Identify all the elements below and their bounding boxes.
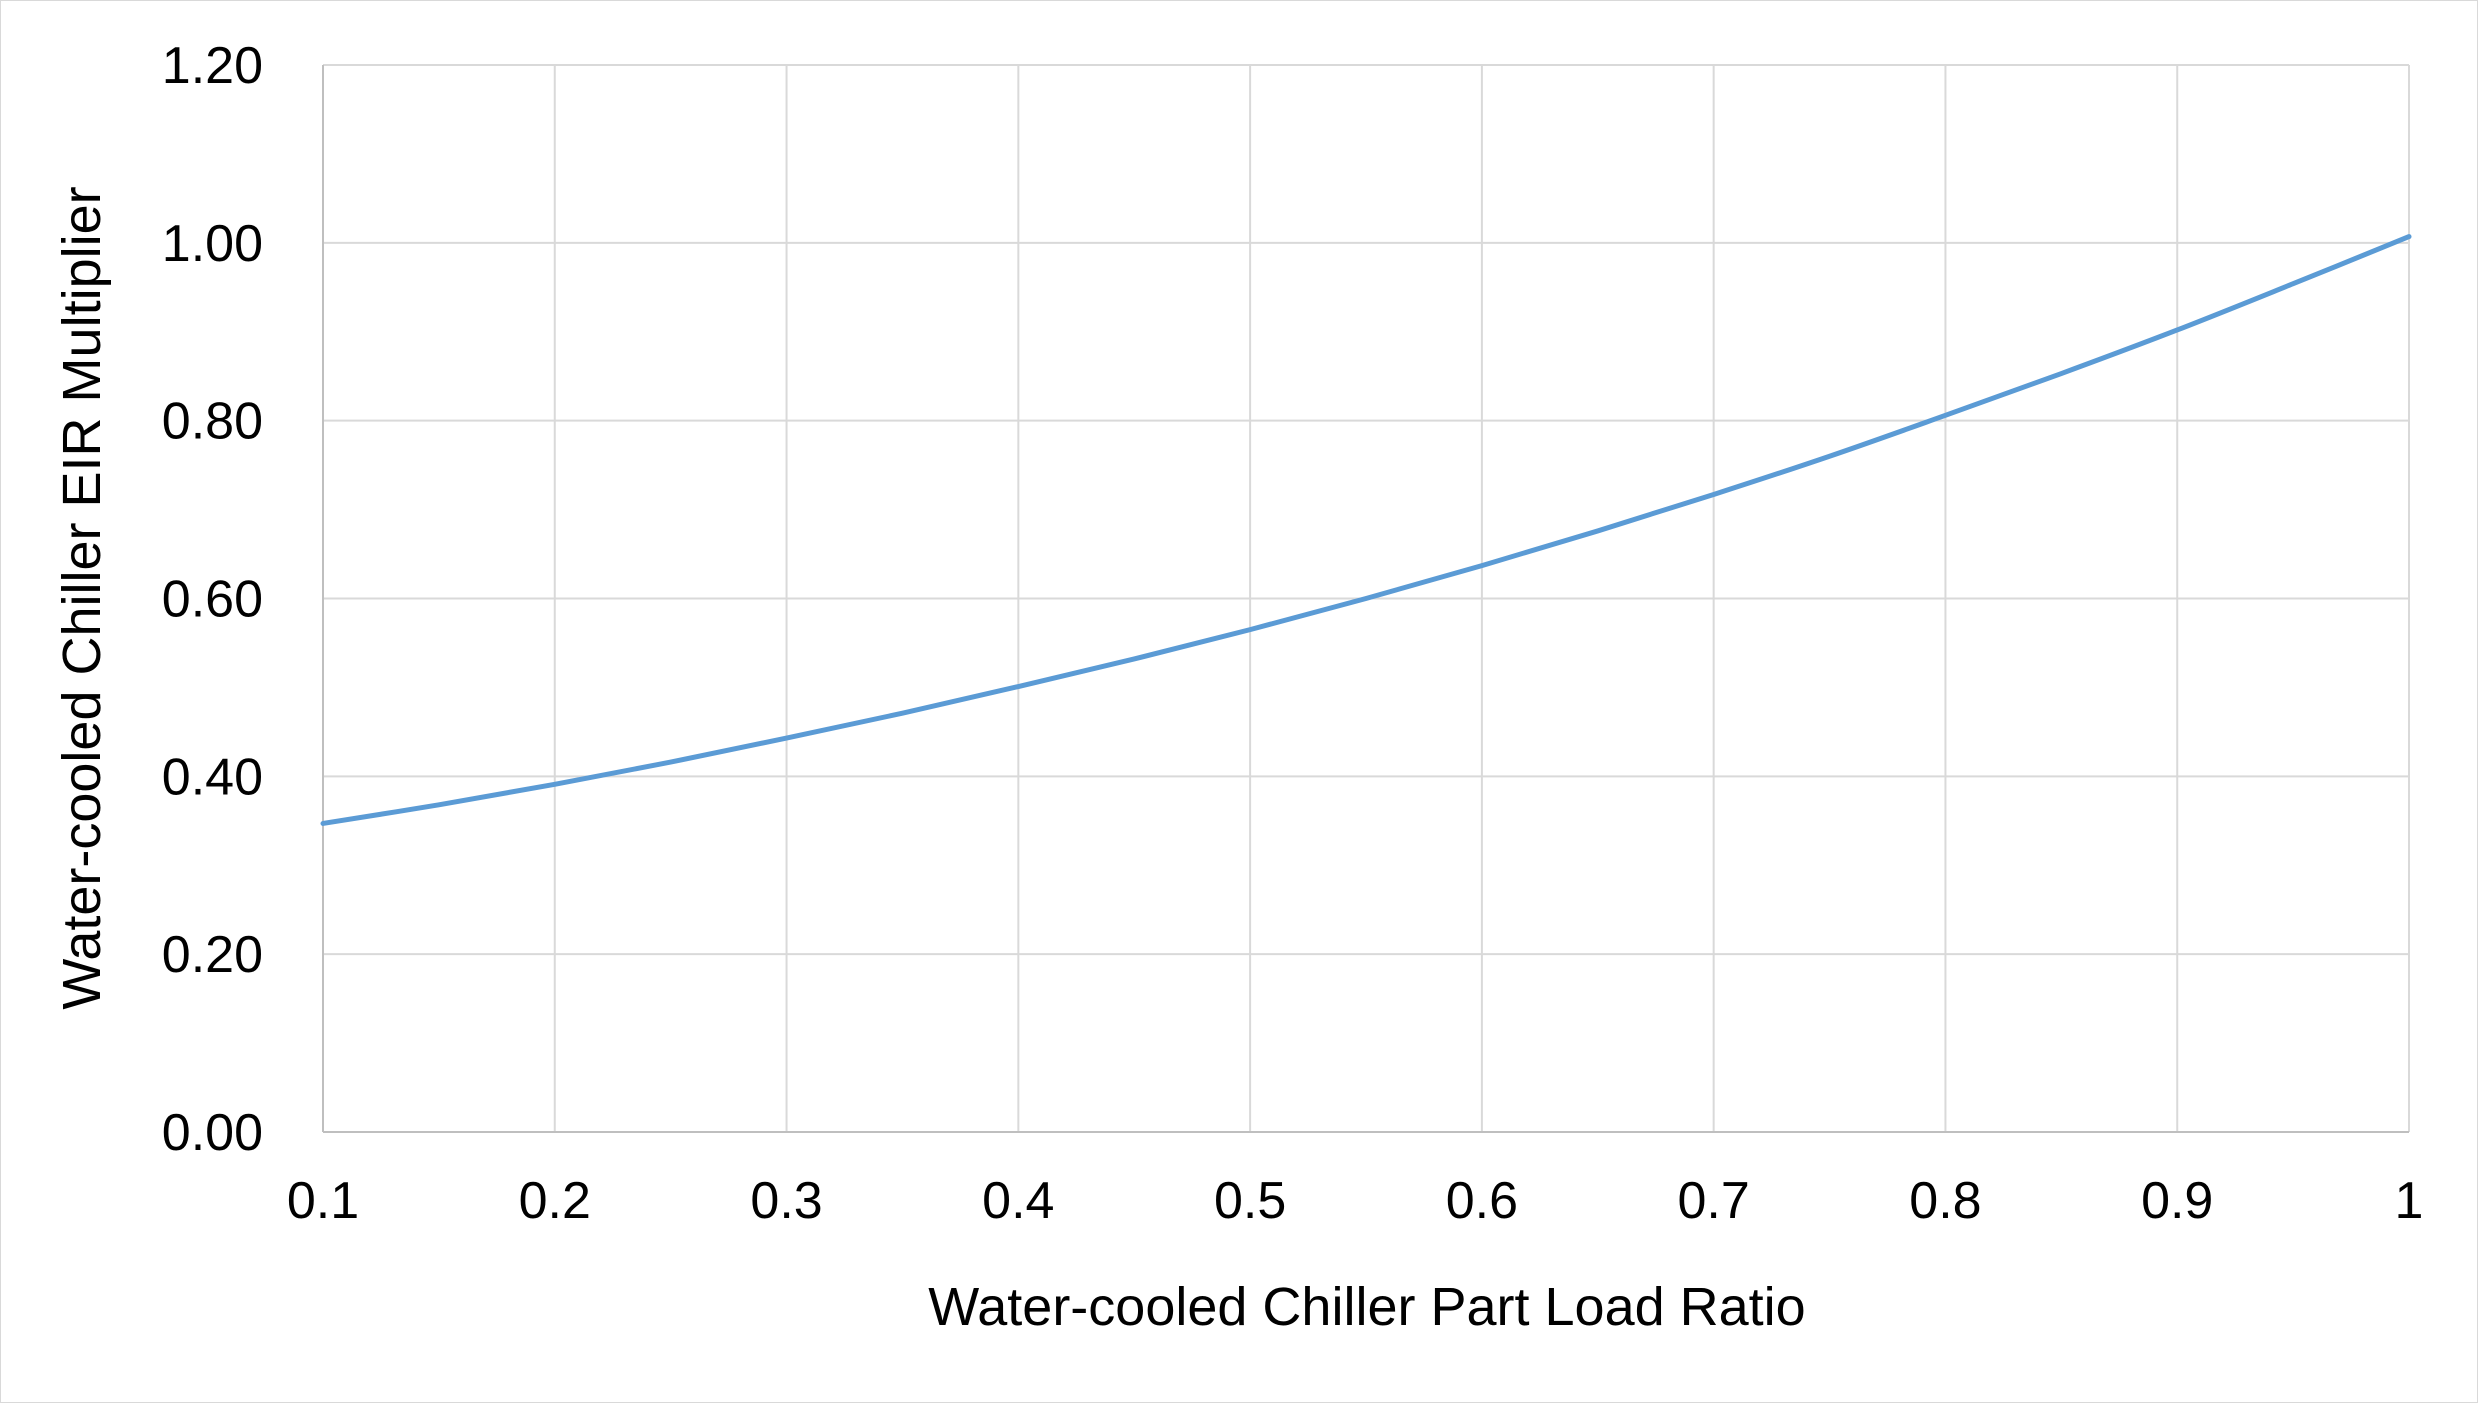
x-axis-title: Water-cooled Chiller Part Load Ratio: [928, 1277, 1805, 1337]
x-tick-label: 0.9: [2141, 1172, 2213, 1230]
x-tick-label: 0.5: [1214, 1172, 1286, 1230]
eir-multiplier-series-line: [320, 234, 2412, 826]
y-axis-title: Water-cooled Chiller EIR Multiplier: [52, 186, 112, 1009]
y-tick-label: 0.40: [162, 748, 263, 806]
gridlines: [323, 64, 2410, 1132]
axes: [322, 65, 2409, 1133]
y-tick-label: 1.20: [162, 37, 263, 95]
x-tick-label: 0.3: [750, 1172, 822, 1230]
series-layer: [320, 234, 2412, 826]
x-tick-label: 0.2: [519, 1172, 591, 1230]
x-tick-label: 1: [2395, 1172, 2424, 1230]
x-tick-label: 0.4: [982, 1172, 1054, 1230]
x-tick-label: 0.7: [1678, 1172, 1750, 1230]
y-tick-label: 0.80: [162, 393, 263, 451]
x-tick-label: 0.1: [287, 1172, 359, 1230]
x-axis-tick-labels: 0.1 0.2 0.3 0.4 0.5 0.6 0.7 0.8 0.9 1: [287, 1172, 2424, 1230]
y-tick-label: 0.20: [162, 926, 263, 984]
y-axis-tick-labels: 0.00 0.20 0.40 0.60 0.80 1.00 1.20: [162, 37, 263, 1162]
y-tick-label: 0.00: [162, 1104, 263, 1162]
x-tick-label: 0.8: [1909, 1172, 1981, 1230]
x-tick-label: 0.6: [1446, 1172, 1518, 1230]
y-tick-label: 1.00: [162, 215, 263, 273]
y-tick-label: 0.60: [162, 571, 263, 629]
